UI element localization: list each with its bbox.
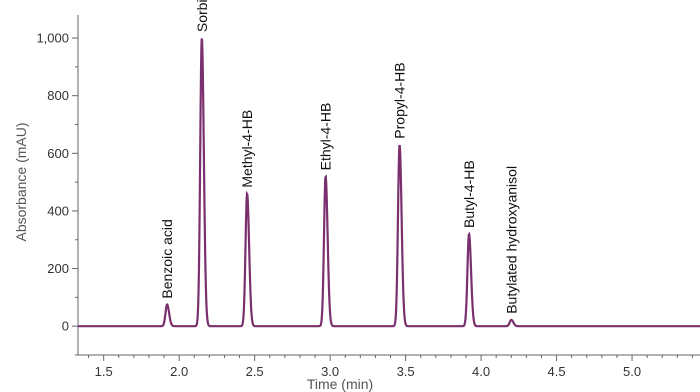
peak-label: Butylated hydroxyanisol [503,166,519,314]
x-tick-label: 5.0 [623,364,641,379]
y-axis: 0 200 400 600 800 1,000 [36,15,79,356]
x-tick-label: 1.5 [95,364,113,379]
y-tick-label: 400 [47,203,69,218]
y-tick-label: 600 [47,146,69,161]
x-axis: 1.5 2.0 2.5 3.0 3.5 4.0 4.5 5.0 [78,354,700,379]
y-tick-label: 200 [47,261,69,276]
x-tick-label: 2.5 [246,364,264,379]
peak-labels: Benzoic acid Sorbic acid Methyl-4-HB Ethyl-… [159,0,519,314]
chromatogram-trace [78,38,700,328]
x-tick-label: 2.0 [170,364,188,379]
x-tick-label: 3.5 [397,364,415,379]
peak-label: Ethyl-4-HB [318,103,334,171]
peak-label: Butyl-4-HB [461,160,477,228]
x-tick-label: 3.0 [321,364,339,379]
x-tick-label: 4.5 [548,364,566,379]
y-tick-label: 1,000 [36,31,69,46]
peak-label: Propyl-4-HB [392,62,408,138]
y-tick-label: 800 [47,88,69,103]
x-tick-label: 4.0 [472,364,490,379]
peak-label: Benzoic acid [159,219,175,298]
y-tick-label: 0 [62,319,69,334]
x-axis-title: Time (min) [307,376,373,392]
peak-label: Sorbic acid [194,0,210,32]
y-axis-title: Absorbance (mAU) [13,122,29,241]
peak-label: Methyl-4-HB [239,110,255,188]
